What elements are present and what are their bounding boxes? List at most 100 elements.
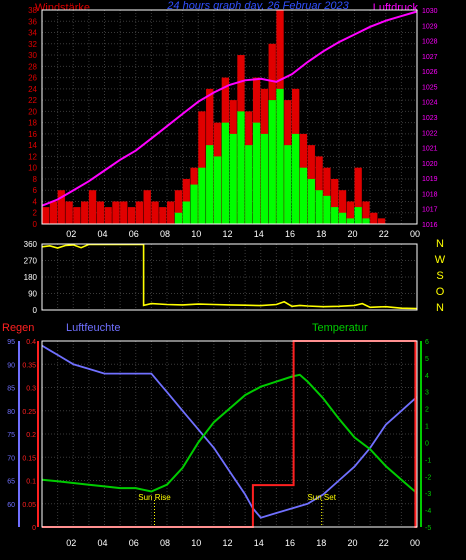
temperature-tick-label: 2: [425, 407, 429, 414]
x-tick-label: 18: [316, 538, 326, 548]
wind-mean-bar: [252, 122, 261, 224]
temperature-tick-label: 6: [425, 339, 429, 346]
wind-mean-bar: [315, 190, 323, 224]
left-axis-tick-label: 14: [28, 141, 37, 150]
right-axis-tick-label: 1020: [422, 161, 438, 168]
humidity-tick-label: 70: [7, 455, 15, 462]
rain-tick-label: 0.35: [22, 362, 36, 369]
left-axis-tick-label: 32: [28, 40, 37, 49]
x-tick-label: 06: [129, 538, 139, 548]
temperature-axis-label: Temperatur: [312, 322, 368, 334]
wind-mean-bar: [346, 218, 354, 224]
wind-gust-bar: [73, 207, 81, 224]
humidity-tick-label: 80: [7, 409, 15, 416]
wind-pressure-chart: 0246810121416182022242628303234363810161…: [28, 6, 438, 239]
temperature-tick-label: -5: [425, 525, 431, 532]
sun-event-label: Sun Set: [307, 493, 336, 502]
wind-gust-bar: [362, 201, 370, 224]
wind-gust-bar: [88, 190, 97, 224]
x-tick-label: 10: [191, 538, 201, 548]
page-title: 24 hours graph day, 26 Februar 2023: [166, 0, 349, 12]
left-axis-tick-label: 34: [28, 29, 37, 38]
wind-mean-bar: [174, 212, 183, 224]
wind-gust-bar: [159, 207, 167, 224]
left-axis-tick-label: 30: [28, 51, 37, 60]
wind-gust-bar: [120, 201, 128, 224]
right-axis-tick-label: 1027: [422, 54, 438, 61]
rain-tick-label: 0.25: [22, 409, 36, 416]
rain-tick-label: 0.05: [22, 502, 36, 509]
wind-gust-bar: [49, 201, 58, 224]
wind-gust-bar: [167, 201, 175, 224]
plot-frame: [41, 340, 418, 528]
wind-gust-bar: [127, 207, 136, 224]
wind-gust-bar: [354, 167, 362, 224]
wind-mean-bar: [229, 133, 237, 224]
wind-mean-bar: [307, 178, 315, 224]
humidity-tick-label: 85: [7, 386, 15, 393]
x-tick-label: 12: [222, 538, 232, 548]
wind-gust-bar: [331, 178, 339, 224]
temperature-tick-label: 3: [425, 390, 429, 397]
left-axis-tick-label: 4: [33, 197, 38, 206]
wind-mean-bar: [206, 145, 214, 224]
compass-label: W: [435, 254, 446, 266]
direction-tick-label: 270: [24, 257, 38, 266]
plot-frame: [41, 9, 418, 225]
x-tick-label: 04: [97, 229, 107, 239]
right-axis-tick-label: 1030: [422, 8, 438, 15]
left-axis-tick-label: 8: [33, 175, 38, 184]
rain-line: [42, 340, 417, 528]
compass-label: N: [436, 238, 444, 250]
left-axis-tick-label: 12: [28, 152, 37, 161]
pressure-line: [41, 10, 418, 207]
wind-mean-bar: [182, 201, 190, 224]
wind-mean-bar: [354, 207, 362, 224]
rain-tick-label: 0.3: [26, 386, 36, 393]
humidity-tick-label: 65: [7, 479, 15, 486]
left-axis-tick-label: 26: [28, 74, 37, 83]
right-axis-tick-label: 1026: [422, 69, 438, 76]
humidity-tick-label: 90: [7, 362, 15, 369]
temperature-tick-label: 4: [425, 373, 429, 380]
humidity-tick-label: 95: [7, 339, 15, 346]
wind-gust-bar: [143, 190, 151, 224]
temperature-line: [41, 373, 418, 494]
left-axis-tick-label: 2: [33, 209, 38, 218]
right-axis-tick-label: 1029: [422, 23, 438, 30]
left-axis-tick-label: 38: [28, 6, 37, 15]
wind-gust-bar: [135, 201, 144, 224]
humidity-tick-label: 75: [7, 432, 15, 439]
x-tick-label: 14: [254, 229, 264, 239]
x-tick-label: 06: [129, 229, 139, 239]
wind-mean-bar: [323, 195, 331, 224]
x-tick-label: 02: [66, 229, 76, 239]
compass-label: O: [436, 286, 445, 298]
wind-gust-bar: [57, 190, 65, 224]
compass-label: S: [436, 270, 443, 282]
rain-humidity-temperature-chart: 00.050.10.150.20.250.30.350.460657075808…: [7, 339, 431, 548]
x-tick-label: 10: [191, 229, 201, 239]
right-axis-tick-label: 1025: [422, 84, 438, 91]
left-axis-tick-label: 16: [28, 130, 37, 139]
right-axis-tick-label: 1019: [422, 176, 438, 183]
x-tick-label: 22: [379, 538, 389, 548]
wind-mean-bar: [190, 184, 198, 224]
right-axis-tick-label: 1016: [422, 222, 438, 229]
wind-gust-bar: [112, 201, 120, 224]
right-axis-tick-label: 1018: [422, 191, 438, 198]
x-tick-label: 12: [222, 229, 232, 239]
wind-mean-bar: [198, 167, 206, 224]
x-tick-label: 08: [160, 229, 170, 239]
wind-gust-bar: [370, 212, 378, 224]
direction-tick-label: 180: [24, 273, 38, 282]
x-tick-label: 02: [66, 538, 76, 548]
wind-mean-bar: [299, 167, 308, 224]
x-tick-label: 20: [347, 229, 357, 239]
left-axis-tick-label: 10: [28, 164, 37, 173]
wind-gust-bar: [174, 190, 183, 224]
x-tick-label: 16: [285, 538, 295, 548]
